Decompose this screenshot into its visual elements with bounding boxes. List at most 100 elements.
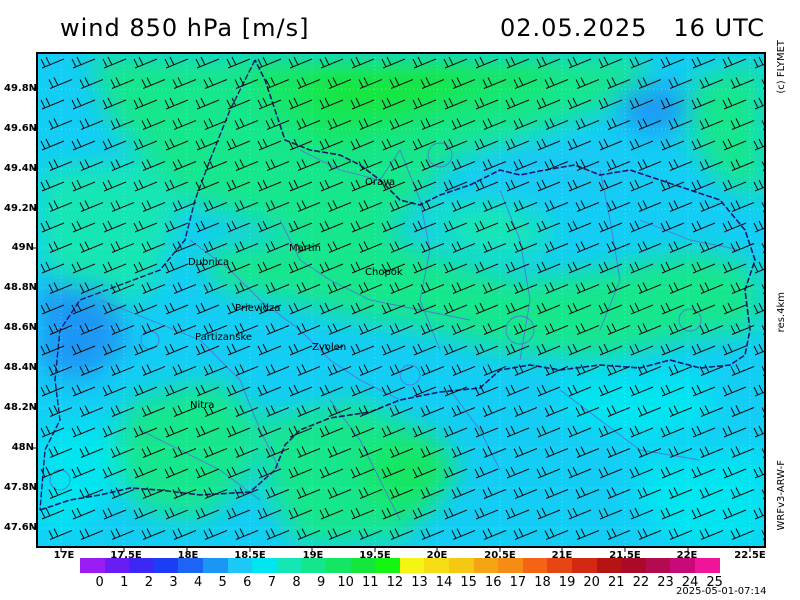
wind-barb xyxy=(141,323,166,335)
wind-barb xyxy=(110,323,135,335)
wind-barb xyxy=(420,200,445,212)
wind-barb xyxy=(358,446,383,458)
lon-label: 17.5E xyxy=(110,550,142,561)
wind-barb xyxy=(474,97,499,110)
wind-barb xyxy=(482,405,507,417)
wind-barb xyxy=(629,343,654,356)
wind-barb xyxy=(482,77,507,89)
wind-barb xyxy=(629,302,654,315)
wind-barb xyxy=(288,56,313,69)
wind-barb xyxy=(226,343,251,356)
wind-barb xyxy=(730,364,755,376)
lon-label: 21E xyxy=(551,550,573,561)
colorbar-swatch xyxy=(547,558,573,573)
wind-barb xyxy=(389,77,414,89)
wind-barb xyxy=(412,507,437,520)
wind-barb xyxy=(48,282,73,294)
wind-barb xyxy=(482,364,507,376)
wind-barb xyxy=(598,261,623,274)
wind-barb xyxy=(226,384,251,397)
wind-barb xyxy=(691,384,716,397)
wind-barb xyxy=(319,179,344,192)
map-frame xyxy=(36,52,766,548)
wind-barb xyxy=(389,323,414,335)
lat-label: 49.8N xyxy=(4,83,38,94)
wind-barb xyxy=(536,384,561,397)
wind-barb xyxy=(412,56,437,69)
wind-barb xyxy=(358,323,383,335)
wind-barb xyxy=(443,384,468,397)
wind-barb xyxy=(474,179,499,192)
wind-barb xyxy=(195,261,220,274)
wind-barb xyxy=(482,241,507,253)
wind-barb xyxy=(71,466,96,479)
wind-barb xyxy=(412,425,437,438)
wind-barb xyxy=(203,323,228,335)
wind-barb xyxy=(133,507,158,520)
wind-barb xyxy=(319,138,344,151)
wind-barb xyxy=(699,487,724,499)
wind-barb xyxy=(575,405,600,417)
wind-barb xyxy=(668,282,693,294)
wind-barb xyxy=(606,528,631,540)
colorbar-label: 11 xyxy=(361,575,379,590)
wind-barb xyxy=(753,138,765,151)
wind-barb xyxy=(226,261,251,274)
wind-barb xyxy=(133,466,158,479)
wind-barb xyxy=(350,56,375,69)
wind-barb xyxy=(71,261,96,274)
wind-barb xyxy=(40,179,65,192)
wind-barb xyxy=(296,159,321,171)
wind-barb xyxy=(660,466,685,479)
wind-barb xyxy=(420,77,445,89)
wind-barb xyxy=(40,220,65,233)
wind-barb xyxy=(141,77,166,89)
wind-barb xyxy=(327,528,352,540)
wind-barb xyxy=(288,220,313,233)
wind-barb xyxy=(195,384,220,397)
wind-barb xyxy=(40,261,65,274)
city-label-chopok: Chopok xyxy=(365,267,403,278)
wind-barb xyxy=(598,466,623,479)
wind-barb xyxy=(660,507,685,520)
wind-barb xyxy=(195,97,220,110)
wind-barb xyxy=(164,384,189,397)
wind-barb xyxy=(296,405,321,417)
wind-barb xyxy=(722,179,747,192)
wind-barb xyxy=(172,241,197,253)
wind-barb xyxy=(79,282,104,294)
lon-label: 21.5E xyxy=(609,550,641,561)
colorbar-label: 4 xyxy=(193,575,203,590)
wind-barb xyxy=(598,220,623,233)
wind-barb xyxy=(753,384,765,397)
wind-barb xyxy=(381,138,406,151)
wind-barb xyxy=(350,466,375,479)
wind-barb xyxy=(381,220,406,233)
wind-barb xyxy=(730,323,755,335)
wind-barb xyxy=(451,241,476,253)
wind-barb xyxy=(420,323,445,335)
wind-barb xyxy=(722,138,747,151)
wind-barb xyxy=(753,466,765,479)
wind-barb xyxy=(71,302,96,315)
wind-barb xyxy=(691,466,716,479)
colorbar-label: 7 xyxy=(267,575,277,590)
wind-barb xyxy=(606,446,631,458)
wind-barb xyxy=(141,159,166,171)
wind-barb xyxy=(637,405,662,417)
wind-barb xyxy=(319,97,344,110)
wind-barb xyxy=(164,220,189,233)
wind-barb xyxy=(598,302,623,315)
wind-barb xyxy=(48,241,73,253)
wind-barb xyxy=(350,220,375,233)
wind-barb xyxy=(172,446,197,458)
wind-barb xyxy=(265,405,290,417)
wind-barb xyxy=(257,56,282,69)
wind-barb xyxy=(110,118,135,130)
wind-barb xyxy=(164,261,189,274)
wind-barb xyxy=(451,323,476,335)
lat-label: 47.8N xyxy=(4,482,38,493)
wind-barb xyxy=(40,138,65,151)
wind-barb xyxy=(226,466,251,479)
